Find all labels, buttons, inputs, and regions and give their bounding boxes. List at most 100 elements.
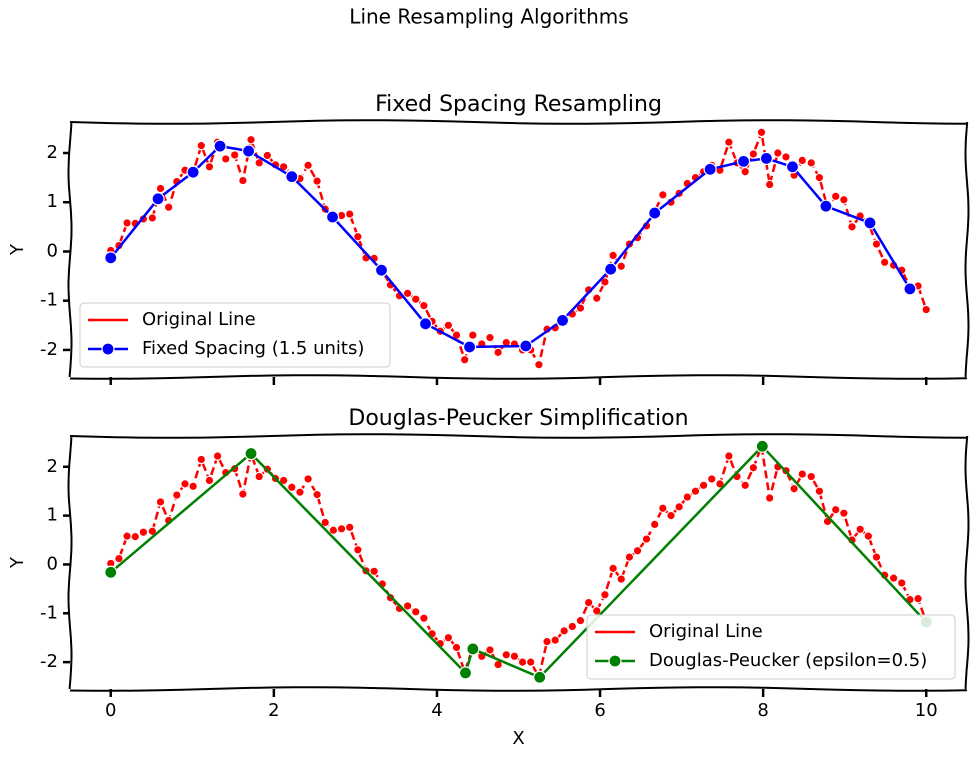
data-point (748, 462, 759, 473)
data-point (229, 150, 240, 160)
data-point (871, 552, 882, 562)
data-point (418, 317, 433, 331)
legend-label: Douglas-Peucker (epsilon=0.5) (649, 650, 927, 671)
data-point (204, 475, 215, 486)
data-point (325, 210, 340, 224)
data-point (797, 155, 808, 166)
data-point (755, 439, 769, 453)
data-point (658, 190, 668, 200)
data-point (295, 487, 305, 497)
data-point (724, 451, 734, 461)
data-point (830, 191, 841, 202)
data-point (789, 483, 799, 494)
axes-title: Fixed Spacing Resampling (375, 92, 662, 117)
data-point (555, 313, 570, 327)
data-point (238, 489, 248, 499)
data-point (863, 216, 877, 230)
data-point (525, 657, 536, 667)
data-point (773, 148, 783, 158)
data-point (600, 277, 610, 287)
data-point (212, 451, 223, 461)
data-point (698, 480, 709, 491)
data-point (624, 552, 635, 562)
data-point (369, 566, 379, 577)
data-point (674, 502, 684, 512)
data-point (740, 166, 750, 177)
data-point (649, 519, 660, 530)
data-point (485, 332, 495, 343)
data-point (246, 134, 256, 145)
data-point (748, 149, 759, 159)
data-point (839, 508, 849, 518)
data-point (285, 170, 299, 184)
data-point (666, 510, 676, 521)
y-axis-label: Y (7, 556, 28, 569)
y-axis-label: Y (7, 243, 28, 256)
data-point (715, 479, 725, 489)
data-point (244, 446, 258, 461)
data-point (287, 482, 297, 493)
data-point (410, 294, 421, 305)
data-point (764, 179, 775, 190)
data-point (186, 165, 200, 179)
data-point (583, 597, 594, 608)
axes-frame (67, 433, 970, 692)
data-point (303, 474, 313, 484)
data-point (344, 209, 355, 219)
data-point (278, 475, 289, 486)
data-point (493, 347, 503, 358)
data-point (591, 293, 602, 304)
data-point (188, 481, 198, 492)
data-point (204, 161, 215, 172)
data-point (443, 320, 454, 331)
data-point (402, 601, 413, 611)
data-point (509, 651, 520, 662)
data-point (458, 666, 473, 680)
data-point (485, 645, 495, 655)
data-point (519, 339, 533, 353)
data-point (534, 359, 544, 370)
data-point (419, 613, 429, 623)
y-tick-label: -2 (40, 651, 58, 672)
data-point (682, 492, 693, 502)
data-point (616, 574, 627, 584)
y-tick-label: 2 (47, 142, 58, 163)
legend-label: Original Line (649, 621, 763, 642)
data-point (262, 150, 273, 161)
data-point (814, 486, 825, 496)
data-point (781, 152, 791, 162)
y-tick-label: 1 (47, 505, 58, 526)
data-point (130, 531, 141, 542)
data-point (353, 231, 363, 242)
y-tick-label: 0 (47, 553, 58, 574)
data-point (122, 531, 132, 541)
data-point (147, 213, 158, 223)
data-point (180, 479, 190, 489)
data-point (419, 300, 429, 311)
data-point (550, 635, 560, 645)
data-point (575, 615, 586, 626)
data-point (608, 250, 618, 261)
data-point (756, 127, 767, 138)
data-point (797, 469, 808, 479)
data-point (336, 523, 347, 534)
data-point (567, 621, 578, 632)
data-point (147, 526, 158, 537)
data-point (600, 589, 610, 600)
y-tick-label: -2 (40, 339, 58, 360)
data-point (241, 144, 256, 158)
data-point (690, 486, 701, 496)
data-point (724, 137, 734, 147)
data-point (879, 570, 890, 580)
data-point (648, 206, 662, 220)
data-point (443, 632, 454, 643)
data-point (353, 545, 363, 555)
data-point (559, 626, 569, 636)
x-axis-label: X (512, 728, 524, 749)
y-tick-label: 1 (47, 191, 58, 212)
data-point (608, 563, 618, 574)
data-point (451, 642, 462, 653)
data-point (879, 257, 890, 268)
data-point (410, 607, 421, 617)
